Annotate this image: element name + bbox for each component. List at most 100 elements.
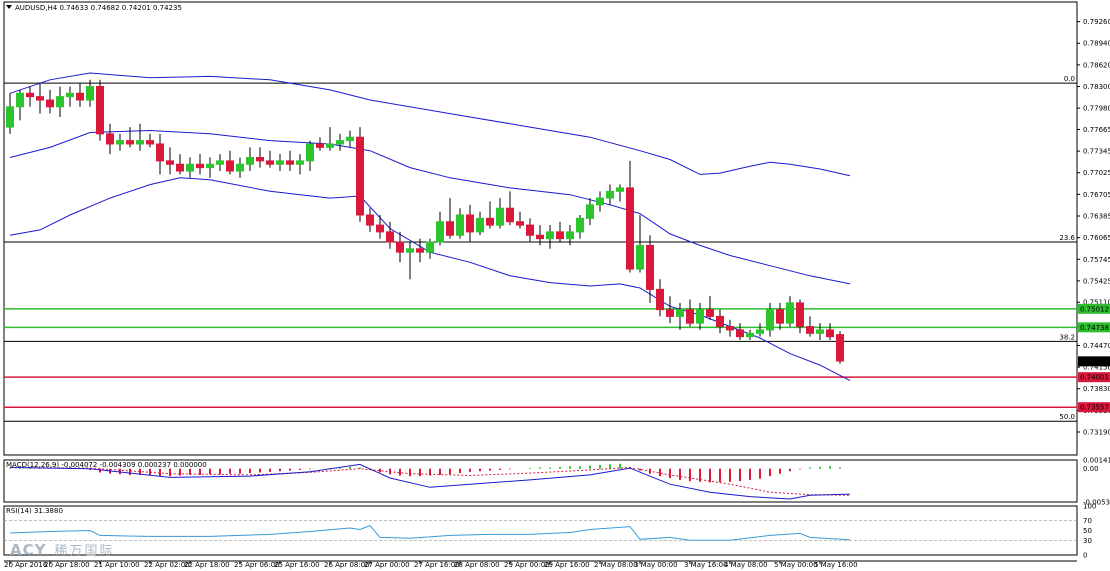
watermark-brand: ACY xyxy=(10,541,47,559)
time-tick-label: 20 Apr 18:00 xyxy=(44,561,90,569)
candle-body xyxy=(6,106,14,128)
fib-level-label: 23.6 xyxy=(1059,234,1075,242)
bollinger-middle xyxy=(9,129,851,285)
candle-body xyxy=(736,329,744,338)
candle-body xyxy=(466,214,474,233)
price-tick-label: 0.78300 xyxy=(1083,83,1110,91)
candle-body xyxy=(166,160,174,165)
rsi-tick-label: 0 xyxy=(1083,552,1087,560)
candle-body xyxy=(696,309,704,324)
time-tick-label: 27 Apr 00:00 xyxy=(364,561,410,569)
price-tick-label: 0.77025 xyxy=(1083,169,1110,177)
candle-body xyxy=(336,140,344,145)
price-tick-label: 0.79260 xyxy=(1083,18,1110,26)
rsi-tick-label: 70 xyxy=(1083,517,1092,525)
ohlc-values: 0.74633 0.74682 0.74201 0.74235 xyxy=(59,4,182,12)
candle-body xyxy=(486,217,494,226)
candle-body xyxy=(476,217,484,233)
price-tick-label: 0.73830 xyxy=(1083,385,1110,393)
price-tick-label: 0.78620 xyxy=(1083,61,1110,69)
bollinger-lower xyxy=(9,177,851,382)
price-tick-label: 0.76065 xyxy=(1083,234,1110,242)
candle-body xyxy=(386,231,394,243)
candle-body xyxy=(506,207,514,223)
candle-body xyxy=(276,160,284,165)
rsi-line xyxy=(9,525,851,541)
time-tick-label: 25 Apr 16:00 xyxy=(274,561,320,569)
candle-body xyxy=(516,221,524,226)
level-price-box xyxy=(1078,303,1110,314)
candle-body xyxy=(686,309,694,324)
candle-body xyxy=(436,221,444,243)
candle-body xyxy=(746,332,754,338)
candle-body xyxy=(586,204,594,219)
candle-body xyxy=(246,157,254,165)
macd-signal-line xyxy=(9,466,851,496)
candle-body xyxy=(796,302,804,328)
level-price-label: 0.75012 xyxy=(1080,305,1109,313)
macd-tick-label: 0.00 xyxy=(1083,465,1099,473)
time-tick-label: 22 Apr 18:00 xyxy=(184,561,230,569)
candle-body xyxy=(176,163,184,172)
macd-main-line xyxy=(9,463,851,500)
candle-body xyxy=(136,140,144,145)
candle-body xyxy=(776,309,784,324)
price-tick-label: 0.78940 xyxy=(1083,40,1110,48)
candle-body xyxy=(706,309,714,317)
level-price-box xyxy=(1078,372,1110,383)
candle-body xyxy=(266,160,274,165)
fib-level-label: 0.0 xyxy=(1064,75,1075,83)
macd-title: MACD(12,26,9) -0.004072 -0.004309 0.0002… xyxy=(6,461,207,469)
candle-body xyxy=(16,92,24,108)
price-tick-label: 0.73190 xyxy=(1083,429,1110,437)
time-tick-label: 25 Apr 06:00 xyxy=(234,561,280,569)
candle-body xyxy=(416,248,424,253)
watermark-chinese: 稀万国际 xyxy=(54,544,115,559)
candle-body xyxy=(726,326,734,331)
price-tick-label: 0.76385 xyxy=(1083,212,1110,220)
time-tick-label: 27 Apr 16:00 xyxy=(414,561,460,569)
candle-body xyxy=(816,329,824,334)
symbol-header[interactable]: AUDUSD,H4 0.74633 0.74682 0.74201 0.7423… xyxy=(6,4,182,12)
candle-body xyxy=(396,241,404,253)
level-price-label: 0.74738 xyxy=(1080,324,1109,332)
candle-body xyxy=(76,92,84,101)
candle-body xyxy=(426,241,434,253)
price-tick-label: 0.74150 xyxy=(1083,364,1110,372)
macd-tick-label: -0.00538 xyxy=(1083,499,1110,507)
broker-watermark: ACY 稀万国际 xyxy=(10,540,115,559)
candle-body xyxy=(756,329,764,334)
candle-body xyxy=(356,136,364,216)
time-tick-label: 21 Apr 10:00 xyxy=(94,561,140,569)
time-tick-label: 4 May 08:00 xyxy=(724,561,768,569)
candle-body xyxy=(106,133,114,145)
rsi-tick-label: 50 xyxy=(1083,527,1092,535)
dropdown-icon[interactable] xyxy=(6,5,12,9)
candle-body xyxy=(346,136,354,142)
candle-body xyxy=(836,334,844,362)
candle-body xyxy=(126,140,134,145)
time-tick-label: 3 May 16:00 xyxy=(684,561,728,569)
current-price-label: 0.74235 xyxy=(1080,358,1109,366)
candle-body xyxy=(116,140,124,145)
candle-body xyxy=(256,157,264,162)
level-price-box xyxy=(1078,322,1110,333)
candle-body xyxy=(546,231,554,240)
fib-level-label: 38.2 xyxy=(1059,333,1075,341)
candle-body xyxy=(766,309,774,331)
symbol-label: AUDUSD,H4 xyxy=(15,4,58,12)
rsi-tick-label: 100 xyxy=(1083,503,1096,511)
candle-body xyxy=(316,143,324,148)
level-price-label: 0.74001 xyxy=(1080,374,1109,382)
candle-body xyxy=(596,197,604,206)
price-tick-label: 0.76705 xyxy=(1083,191,1110,199)
candle-body xyxy=(656,288,664,311)
macd-tick-label: 0.00141 xyxy=(1083,457,1110,465)
candle-body xyxy=(786,302,794,324)
level-price-box xyxy=(1078,402,1110,413)
axes: 0.79260 0.78940 0.78620 0.78300 0.77980 0.776… xyxy=(4,18,1110,569)
candle-body xyxy=(26,92,34,98)
rsi-title: RSI(14) 31.3880 xyxy=(6,507,63,515)
price-tick-label: 0.75745 xyxy=(1083,256,1110,264)
candle-body xyxy=(206,163,214,169)
